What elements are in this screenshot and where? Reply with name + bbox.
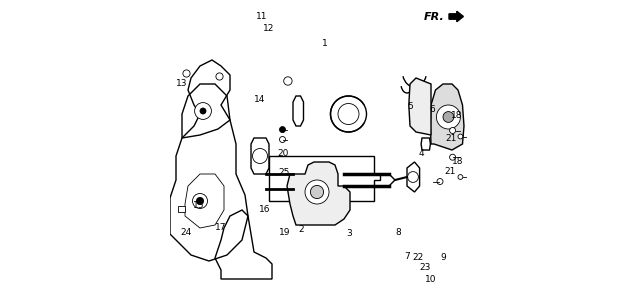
Polygon shape: [430, 84, 464, 150]
Text: FR.: FR.: [424, 11, 445, 22]
Circle shape: [183, 70, 190, 77]
Text: 20: 20: [278, 148, 289, 158]
Bar: [177, 206, 185, 212]
Circle shape: [408, 172, 419, 182]
Text: 18: 18: [451, 111, 462, 120]
Text: 18: 18: [452, 158, 463, 166]
Circle shape: [280, 136, 285, 142]
Polygon shape: [287, 162, 350, 225]
Text: 7: 7: [404, 252, 410, 261]
Text: 21: 21: [445, 134, 457, 143]
Text: 8: 8: [396, 228, 401, 237]
Circle shape: [310, 185, 324, 199]
Text: 5: 5: [407, 102, 413, 111]
Text: 3: 3: [346, 230, 352, 238]
Text: 14: 14: [253, 94, 265, 103]
Circle shape: [253, 148, 268, 164]
Text: 22: 22: [413, 254, 424, 262]
Text: 16: 16: [259, 206, 270, 214]
Circle shape: [458, 134, 463, 139]
Circle shape: [449, 154, 456, 160]
Circle shape: [280, 127, 285, 133]
Circle shape: [436, 105, 460, 129]
Polygon shape: [409, 78, 431, 135]
Text: 17: 17: [215, 224, 227, 232]
Circle shape: [449, 128, 456, 134]
Text: 11: 11: [257, 12, 268, 21]
Text: 12: 12: [263, 24, 275, 33]
Text: 13: 13: [176, 80, 188, 88]
Text: 10: 10: [425, 274, 436, 284]
Circle shape: [458, 175, 463, 179]
Circle shape: [284, 77, 292, 85]
Circle shape: [196, 197, 204, 205]
Text: 25: 25: [278, 168, 290, 177]
Text: 24: 24: [180, 228, 191, 237]
Circle shape: [338, 103, 359, 124]
Circle shape: [195, 103, 211, 119]
FancyArrow shape: [449, 11, 463, 22]
Text: 23: 23: [419, 263, 431, 272]
Circle shape: [200, 108, 206, 114]
Circle shape: [216, 73, 223, 80]
Circle shape: [305, 180, 329, 204]
Text: 15: 15: [193, 201, 204, 210]
Polygon shape: [269, 156, 380, 201]
Circle shape: [330, 96, 367, 132]
Circle shape: [443, 112, 454, 122]
Text: 1: 1: [322, 39, 328, 48]
Text: 19: 19: [279, 228, 291, 237]
Text: 9: 9: [440, 253, 446, 262]
Text: 6: 6: [429, 105, 435, 114]
Text: 21: 21: [444, 167, 455, 176]
Circle shape: [437, 178, 443, 184]
Text: 4: 4: [419, 148, 424, 158]
Text: 2: 2: [298, 225, 304, 234]
Circle shape: [193, 194, 207, 208]
